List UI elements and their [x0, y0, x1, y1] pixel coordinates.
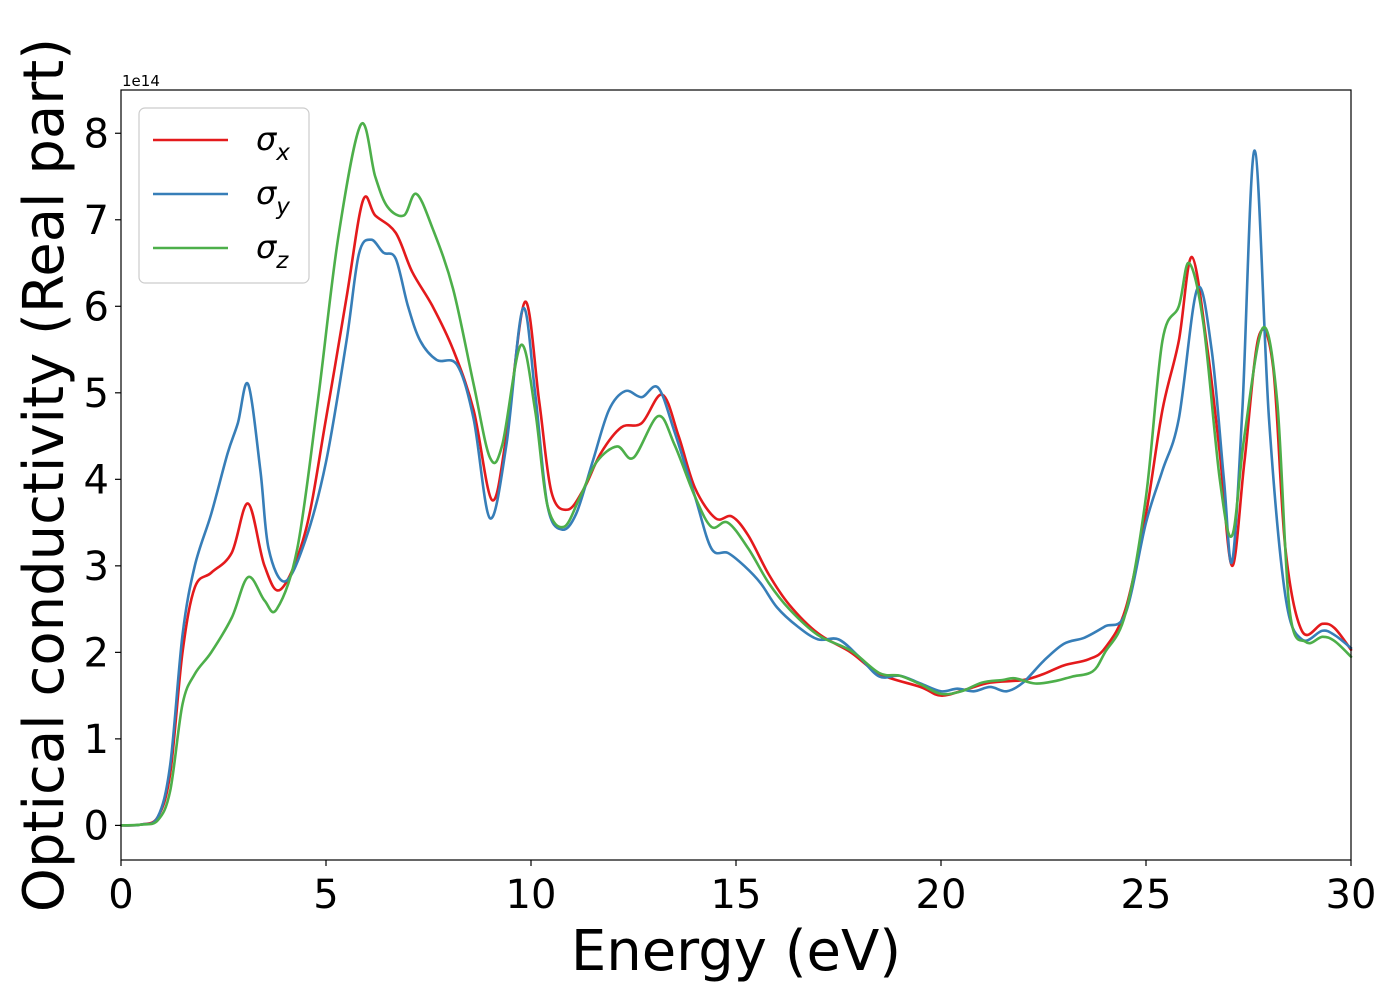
x-tick-label: 20 — [916, 872, 967, 918]
y-axis-title: Optical conductivity (Real part) — [12, 38, 77, 912]
legend-box — [138, 107, 310, 284]
y-tick-label: 6 — [84, 284, 109, 330]
series-line-y — [119, 149, 1353, 827]
y-tick-label: 8 — [84, 111, 109, 157]
y-tick-label: 0 — [84, 803, 109, 849]
y-tick-label: 4 — [84, 457, 109, 503]
y-tick-label: 5 — [84, 371, 109, 417]
tick-layer: 0 5 10 15 20 25 30 0 1 2 3 4 5 6 7 8 — [84, 111, 1377, 918]
series-line-x — [119, 195, 1353, 827]
y-tick-label: 2 — [84, 630, 109, 676]
series-line-z — [119, 121, 1353, 827]
x-tick-label: 15 — [711, 872, 762, 918]
y-offset-label: 1e14 — [122, 72, 160, 90]
x-tick-label: 30 — [1326, 872, 1377, 918]
x-tick-label: 5 — [313, 872, 338, 918]
x-tick-label: 25 — [1121, 872, 1172, 918]
y-tick-label: 3 — [84, 544, 109, 590]
y-tick-label: 7 — [84, 198, 109, 244]
x-axis-title: Energy (eV) — [571, 919, 901, 984]
x-tick-label: 10 — [506, 872, 557, 918]
series-layer — [119, 121, 1353, 827]
y-tick-label: 1 — [84, 717, 109, 763]
x-tick-label: 0 — [108, 872, 133, 918]
